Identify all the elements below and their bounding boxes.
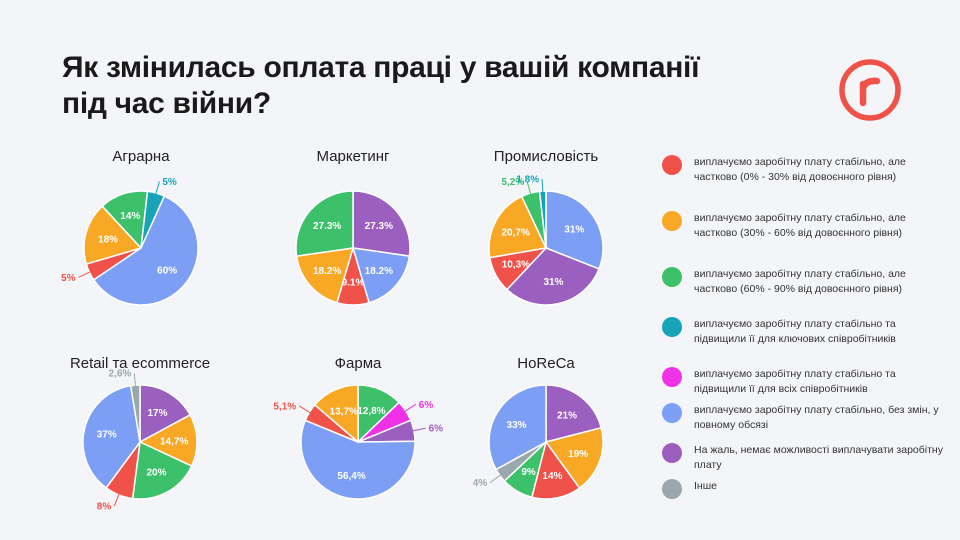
chart-title: Retail та ecommerce (69, 355, 211, 372)
pie-chart: 27.3% 18.2%9.1%18.2% 27.3% (295, 190, 411, 306)
label-leader-line (526, 181, 533, 198)
legend-label: виплачуємо заробітну плату стабільно, ал… (694, 212, 906, 239)
slice-label: 12,8% (357, 406, 385, 417)
pie-chart: 5% 18% 14% 5% 60% (61, 177, 199, 306)
pie-chart: 31% 31% 10,3% 20,7% 5,2%1,8% (488, 175, 604, 306)
legend-swatch (662, 367, 682, 387)
pie-slice (82, 384, 141, 489)
label-leader-line (78, 270, 94, 278)
legend-swatch (662, 403, 682, 423)
legend-label: виплачуємо заробітну плату стабільно та … (694, 318, 896, 345)
slice-label: 6% (429, 424, 444, 435)
pie-slice (138, 413, 198, 468)
slice-label: 18% (98, 234, 118, 245)
legend-label: виплачуємо заробітну плату стабільно та … (694, 368, 896, 395)
legend-swatch (662, 443, 682, 463)
legend-swatch (662, 211, 682, 231)
label-leader-line (402, 403, 417, 414)
pie-slice (92, 195, 199, 306)
slice-label: 19% (568, 449, 588, 460)
title-line-1: Як змінилась оплата праці у вашій компан… (62, 51, 700, 84)
r-logo-icon (839, 59, 901, 121)
pie-chart: 17% 14,7% 20% 8% 37% 2,6% (82, 369, 198, 513)
label-leader-line (541, 179, 544, 196)
chart-title: Аграрна (112, 148, 170, 165)
slice-label: 14% (120, 211, 140, 222)
pie-slice (488, 195, 548, 259)
label-leader-line (113, 490, 121, 507)
label-leader-line (298, 405, 314, 415)
chart-title: Промисловість (493, 148, 599, 165)
legend-label: виплачуємо заробітну плату стабільно, ал… (694, 268, 906, 295)
slice-label: 13,7% (330, 406, 358, 417)
legend-swatch (662, 479, 682, 499)
legend-swatch (662, 317, 682, 337)
pie-slice (352, 190, 411, 257)
slice-label: 5,1% (273, 401, 296, 412)
pie-slice (83, 205, 143, 265)
chart-title: HoReCa (517, 355, 575, 372)
pie-slice (545, 384, 603, 443)
legend-swatch (662, 155, 682, 175)
page-title: Як змінилась оплата праці у вашій компан… (62, 50, 702, 122)
slice-label: 33% (507, 420, 527, 431)
slice-label: 9.1% (342, 278, 365, 289)
slice-label: 6% (419, 400, 434, 411)
slice-label: 56,4% (337, 471, 365, 482)
slice-label: 1,8% (516, 175, 539, 186)
slice-label: 5,2% (501, 177, 524, 188)
pie-slice (295, 190, 354, 257)
legend-label: виплачуємо заробітну плату стабільно, бе… (694, 404, 939, 431)
slice-label: 9% (521, 467, 536, 478)
pie-slice (313, 384, 359, 444)
slice-label: 4% (473, 478, 488, 489)
slice-label: 10,3% (502, 260, 530, 271)
pie-chart: 12,8% 6% 6% 56,4% 5,1% 13,7% (273, 384, 444, 500)
pie-slice (300, 419, 416, 500)
slice-label: 8% (97, 502, 112, 513)
pie-slice (544, 426, 604, 490)
slice-label: 27.3% (313, 221, 341, 232)
pie-slice (505, 247, 600, 306)
label-leader-line (133, 373, 137, 390)
slice-label: 31% (543, 277, 563, 288)
slice-label: 21% (557, 410, 577, 421)
pie-slice (488, 384, 547, 471)
slice-label: 14,7% (160, 436, 188, 447)
slice-label: 5% (61, 273, 76, 284)
slice-label: 5% (162, 177, 177, 188)
slice-label: 37% (97, 430, 117, 441)
title-line-2: під час війни? (62, 87, 271, 120)
pie-slice (139, 384, 192, 444)
slice-label: 20% (146, 467, 166, 478)
legend-label: Інше (694, 480, 717, 492)
legend-label: виплачуємо заробітну плату стабільно, ал… (694, 156, 906, 183)
label-leader-line (409, 427, 426, 432)
legend-label: На жаль, немає можливості виплачувати за… (694, 444, 943, 471)
label-leader-line (154, 181, 160, 198)
slice-label: 18.2% (365, 266, 393, 277)
slice-label: 14% (542, 471, 562, 482)
chart-title: Фарма (334, 355, 382, 372)
slice-label: 27.3% (365, 221, 393, 232)
slice-label: 20,7% (501, 228, 529, 239)
pie-chart: 21% 19% 14% 9% 4% 33% (473, 384, 604, 500)
pie-slice (295, 247, 355, 304)
slice-label: 60% (157, 266, 177, 277)
pie-slice (131, 440, 193, 500)
slice-label: 2,6% (109, 369, 132, 380)
pie-slice (351, 247, 411, 304)
label-leader-line (489, 472, 504, 483)
slice-label: 18.2% (313, 266, 341, 277)
pie-slice (545, 190, 604, 270)
chart-title: Маркетинг (316, 148, 390, 165)
legend-swatch (662, 267, 682, 287)
slice-label: 31% (564, 224, 584, 235)
slice-label: 17% (148, 408, 168, 419)
